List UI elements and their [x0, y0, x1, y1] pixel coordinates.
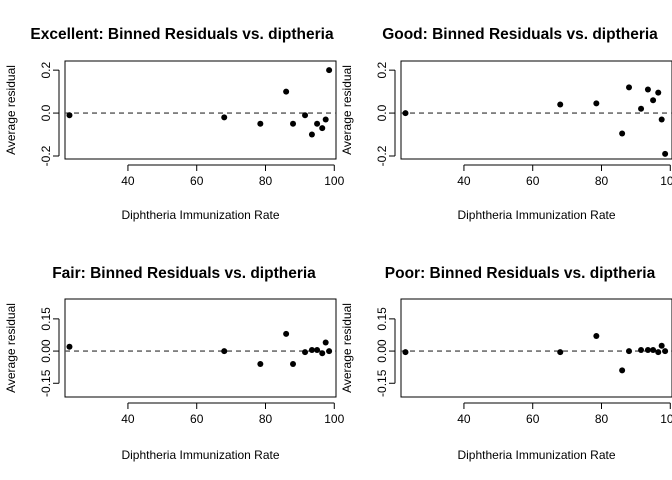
plot-frame [400, 298, 672, 398]
data-point [221, 114, 228, 121]
y-tick-label: -0.15 [375, 369, 389, 397]
data-point [319, 125, 326, 132]
data-point [638, 347, 645, 353]
data-point [66, 343, 73, 350]
y-tick-label: 0.0 [375, 104, 389, 121]
x-tick-label: 40 [121, 412, 135, 426]
x-tick-label: 100 [660, 174, 672, 188]
y-axis-label: Average residual [340, 303, 354, 393]
data-point [302, 112, 309, 119]
plot-frame [64, 298, 337, 398]
x-tick-label: 60 [190, 174, 204, 188]
y-tick-label: -0.15 [39, 369, 53, 397]
data-point [662, 150, 669, 157]
data-point [319, 350, 326, 357]
data-point [626, 84, 633, 91]
data-point [283, 88, 290, 95]
data-point [221, 348, 228, 355]
x-tick-label: 40 [121, 174, 135, 188]
data-point [626, 348, 633, 355]
panel-3: Fair: Binned Residuals vs. diptheria Diph… [4, 265, 345, 462]
data-point [257, 120, 264, 127]
plot-frame [400, 60, 672, 160]
y-tick-label: 0.00 [375, 339, 389, 363]
x-tick-label: 60 [190, 412, 204, 426]
y-tick-label: 0.0 [39, 104, 53, 121]
data-point [322, 339, 329, 346]
x-tick-label: 100 [324, 174, 344, 188]
plot-frame [64, 60, 337, 160]
data-point [257, 360, 264, 367]
data-point [314, 120, 321, 127]
data-point [658, 342, 665, 349]
data-point [322, 116, 329, 123]
data-point [619, 130, 626, 137]
data-point [619, 367, 626, 374]
data-point [326, 348, 333, 355]
data-point [593, 100, 600, 107]
data-point [655, 349, 662, 356]
x-tick-label: 40 [457, 174, 471, 188]
y-tick-label: -0.2 [375, 145, 389, 166]
y-tick-label: 0.2 [39, 61, 53, 78]
y-tick-label: -0.2 [39, 145, 53, 166]
y-tick-label: 0.2 [375, 61, 389, 78]
data-point [638, 105, 645, 112]
x-tick-label: 60 [526, 412, 540, 426]
chart-title: Poor: Binned Residuals vs. diptheria [385, 265, 656, 282]
data-point [658, 116, 665, 123]
data-point [650, 347, 657, 353]
data-point [308, 347, 315, 353]
x-tick-label: 80 [595, 174, 609, 188]
y-tick-label: 0.15 [39, 307, 53, 331]
data-point [557, 349, 564, 356]
x-tick-label: 100 [324, 412, 344, 426]
chart-title: Fair: Binned Residuals vs. diptheria [52, 265, 316, 282]
y-axis-label: Average residual [4, 65, 18, 155]
y-axis-label: Average residual [4, 303, 18, 393]
panel-4: Poor: Binned Residuals vs. diptheria Diph… [340, 265, 672, 462]
data-point [655, 89, 662, 96]
chart-title: Excellent: Binned Residuals vs. diptheri… [30, 26, 334, 43]
data-point [308, 131, 315, 138]
data-point [402, 110, 409, 117]
data-point [290, 360, 297, 367]
x-tick-label: 100 [660, 412, 672, 426]
x-tick-label: 80 [259, 412, 273, 426]
data-point [314, 347, 321, 353]
x-axis-label: Diphtheria Immunization Rate [121, 448, 279, 462]
data-point [402, 349, 409, 356]
chart-title: Good: Binned Residuals vs. diptheria [382, 26, 658, 43]
data-point [557, 101, 564, 108]
x-axis-label: Diphtheria Immunization Rate [457, 208, 615, 222]
data-point [283, 330, 290, 337]
x-axis-label: Diphtheria Immunization Rate [457, 448, 615, 462]
y-tick-label: 0.15 [375, 307, 389, 331]
panel-2: Good: Binned Residuals vs. diptheria Diph… [340, 26, 672, 222]
data-point [650, 97, 657, 104]
x-axis-label: Diphtheria Immunization Rate [121, 208, 279, 222]
data-point [66, 112, 73, 119]
data-point [593, 333, 600, 340]
data-point [662, 348, 669, 355]
x-tick-label: 80 [595, 412, 609, 426]
data-point [644, 86, 651, 93]
x-tick-label: 80 [259, 174, 273, 188]
y-tick-label: 0.00 [39, 339, 53, 363]
x-tick-label: 40 [457, 412, 471, 426]
data-point [644, 347, 651, 353]
data-point [302, 349, 309, 356]
data-point [326, 67, 333, 74]
y-axis-label: Average residual [340, 65, 354, 155]
panel-1: Excellent: Binned Residuals vs. diptheri… [4, 26, 345, 222]
data-point [290, 120, 297, 127]
x-tick-label: 60 [526, 174, 540, 188]
